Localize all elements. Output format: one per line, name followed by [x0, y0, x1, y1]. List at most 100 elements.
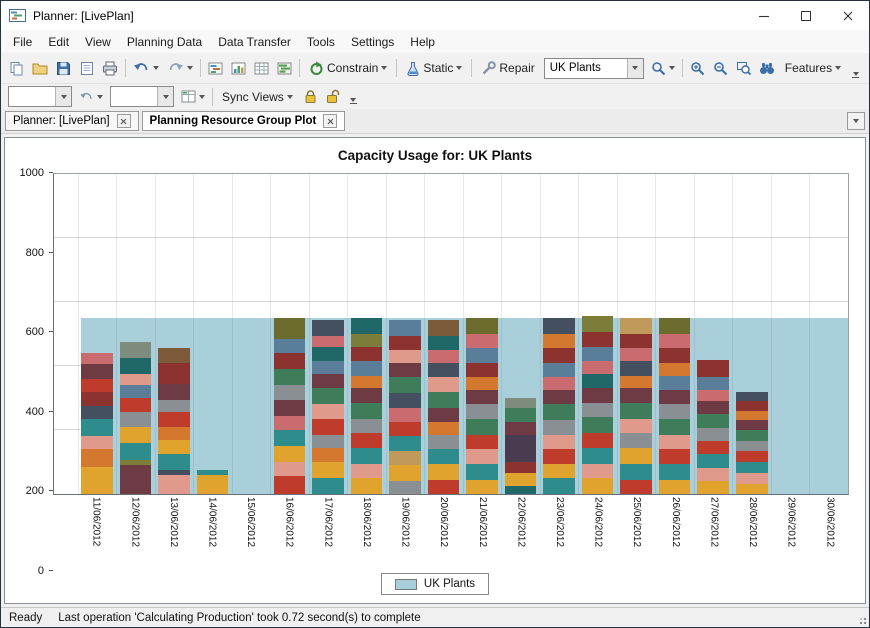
features-dropdown-icon[interactable]	[835, 66, 841, 70]
open-folder-icon	[32, 61, 48, 75]
static-button[interactable]: Static	[400, 57, 468, 79]
menu-item-help[interactable]: Help	[402, 32, 443, 52]
tab-close-icon[interactable]	[117, 114, 131, 128]
menu-item-tools[interactable]: Tools	[299, 32, 343, 52]
toolbar-overflow-button[interactable]	[852, 72, 859, 82]
toolbar-separator	[200, 59, 201, 77]
sequence-view-button[interactable]	[204, 57, 227, 79]
undo-button[interactable]	[129, 57, 163, 79]
page-setup-button[interactable]	[75, 57, 98, 79]
view-reset-button[interactable]	[75, 86, 107, 108]
save-button[interactable]	[52, 57, 75, 79]
repair-button[interactable]: Repair	[475, 57, 540, 79]
print-button[interactable]	[98, 57, 122, 79]
bar-segment	[659, 419, 691, 435]
layout-button[interactable]	[177, 86, 209, 108]
zoom-mode-button[interactable]	[647, 57, 679, 79]
menu-item-view[interactable]: View	[77, 32, 119, 52]
minimize-button[interactable]	[743, 1, 785, 30]
bar-segment	[351, 318, 383, 334]
bar-segment	[120, 358, 152, 374]
bar-segment	[120, 342, 152, 358]
resize-grip[interactable]	[857, 615, 867, 625]
bar-segment	[466, 419, 498, 435]
view-combo-1-dropdown-icon[interactable]	[55, 87, 71, 106]
bar-segment	[274, 476, 306, 494]
plot-area[interactable]	[53, 173, 849, 495]
toolbar-overflow-button[interactable]	[350, 98, 357, 108]
unlock-button[interactable]	[322, 86, 345, 108]
status-ready: Ready	[9, 612, 42, 624]
tab-list-dropdown[interactable]	[847, 112, 865, 130]
gantt-view-button[interactable]	[273, 57, 296, 79]
window-title: Planner: [LivePlan]	[33, 9, 134, 23]
zoom-out-button[interactable]	[709, 57, 732, 79]
bar-segment	[466, 435, 498, 449]
bar-segment	[389, 436, 421, 450]
plot-view-button[interactable]	[227, 57, 250, 79]
bar-segment	[582, 332, 614, 346]
bar-segment	[736, 441, 768, 451]
close-button[interactable]	[827, 1, 869, 30]
view-reset-dropdown-icon[interactable]	[97, 95, 103, 99]
bar-segment	[697, 428, 729, 441]
title-bar[interactable]: Planner: [LivePlan]	[1, 1, 869, 30]
bar-segment	[736, 411, 768, 421]
bar-segment	[659, 376, 691, 390]
sync-views-button[interactable]: Sync Views	[216, 86, 299, 108]
features-button[interactable]: Features	[779, 57, 847, 79]
menu-item-data-transfer[interactable]: Data Transfer	[210, 32, 299, 52]
redo-dropdown-icon[interactable]	[187, 66, 193, 70]
bar-segment	[274, 462, 306, 476]
x-tick-label: 17/06/2012	[322, 497, 333, 547]
y-tick-label: 600	[26, 326, 44, 338]
menu-item-settings[interactable]: Settings	[343, 32, 402, 52]
grid-view-button[interactable]	[250, 57, 273, 79]
bar-segment	[543, 449, 575, 463]
constrain-button[interactable]: Constrain	[303, 57, 393, 79]
bar-segment	[274, 400, 306, 416]
repair-label: Repair	[499, 61, 534, 75]
bar-segment	[466, 480, 498, 494]
bar-segment	[505, 398, 537, 408]
open-button[interactable]	[28, 57, 52, 79]
layout-dropdown-icon[interactable]	[199, 95, 205, 99]
tab-planner-liveplan[interactable]: Planner: [LivePlan]	[5, 111, 139, 131]
bar-segment	[312, 320, 344, 336]
copy-button[interactable]	[5, 57, 28, 79]
bar-segment	[351, 388, 383, 402]
view-combo-1[interactable]	[8, 86, 72, 107]
maximize-button[interactable]	[785, 1, 827, 30]
bar-segment	[428, 422, 460, 435]
plot-view-icon	[231, 61, 246, 76]
view-combo-2-dropdown-icon[interactable]	[157, 87, 173, 106]
plant-selector-combo[interactable]: UK Plants	[544, 58, 644, 79]
zoom-mode-dropdown-icon[interactable]	[669, 66, 675, 70]
window-controls	[743, 1, 869, 30]
menu-item-planning-data[interactable]: Planning Data	[119, 32, 210, 52]
redo-button[interactable]	[163, 57, 197, 79]
bar-segment	[158, 412, 190, 426]
bar-segment	[158, 384, 190, 400]
zoom-in-button[interactable]	[686, 57, 709, 79]
plant-selector-dropdown-icon[interactable]	[627, 59, 643, 78]
zoom-extents-icon	[736, 61, 751, 76]
tab-planning-resource-group-plot[interactable]: Planning Resource Group Plot	[142, 111, 346, 131]
zoom-extents-button[interactable]	[732, 57, 755, 79]
constrain-dropdown-icon[interactable]	[381, 66, 387, 70]
menu-item-file[interactable]: File	[5, 32, 40, 52]
undo-dropdown-icon[interactable]	[153, 66, 159, 70]
bar-segment	[351, 419, 383, 433]
tab-close-icon[interactable]	[323, 114, 337, 128]
bar-segment	[543, 334, 575, 348]
sync-views-dropdown-icon[interactable]	[287, 95, 293, 99]
static-label: Static	[423, 61, 453, 75]
view-combo-2[interactable]	[110, 86, 174, 107]
menu-item-edit[interactable]: Edit	[40, 32, 77, 52]
bar-segment	[81, 467, 113, 494]
find-button[interactable]	[755, 57, 779, 79]
static-dropdown-icon[interactable]	[456, 66, 462, 70]
lock-button[interactable]	[299, 86, 322, 108]
bar-segment	[543, 478, 575, 494]
bar-segment	[428, 408, 460, 422]
